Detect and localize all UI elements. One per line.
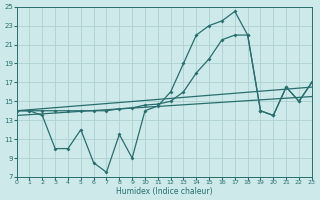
X-axis label: Humidex (Indice chaleur): Humidex (Indice chaleur) <box>116 187 212 196</box>
